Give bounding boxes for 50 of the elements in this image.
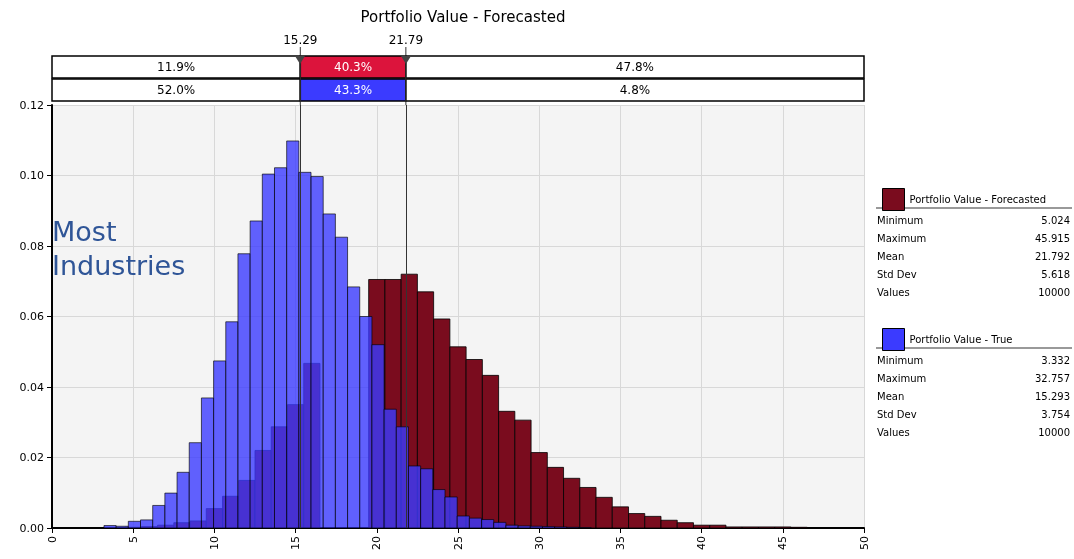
y-tick-label: 0.08 — [19, 239, 44, 253]
x-tick-label: 35 — [613, 536, 627, 550]
x-tick-label: 30 — [532, 536, 546, 550]
text: 15.293 — [1035, 390, 1070, 402]
x-tick-label: 20 — [370, 536, 384, 550]
text: Mean — [877, 250, 905, 262]
text: 5.618 — [1041, 268, 1070, 280]
y-tick-label: 0.12 — [19, 98, 44, 112]
legend-label: Portfolio Value - Forecasted — [909, 194, 1047, 205]
text: 43.3% — [334, 83, 373, 97]
text: 32.757 — [1035, 372, 1070, 384]
text: Minimum — [877, 214, 924, 226]
text: 10000 — [1038, 286, 1070, 298]
text: Minimum — [877, 354, 924, 366]
ref-line-label: 15.29 — [283, 33, 318, 47]
y-tick-label: 0.02 — [19, 451, 44, 464]
text: 11.9% — [157, 60, 196, 74]
text: Std Dev — [877, 268, 917, 280]
x-tick-label: 40 — [695, 536, 709, 550]
x-tick-label: 10 — [207, 536, 221, 550]
text: 40.3% — [334, 60, 373, 74]
text: Maximum — [877, 232, 927, 244]
x-tick-label: 15 — [289, 536, 303, 550]
legend-label: Portfolio Value - True — [909, 334, 1013, 345]
chart-title: Portfolio Value - Forecasted — [360, 7, 566, 26]
y-tick-label: 0.04 — [19, 380, 44, 394]
x-tick-label: 45 — [776, 536, 790, 550]
x-tick-label: 25 — [451, 536, 465, 550]
ref-line-label: 21.79 — [388, 33, 424, 47]
annotation: Most Industries — [52, 215, 186, 281]
text: Values — [877, 286, 910, 298]
text: 47.8% — [615, 60, 654, 74]
text: 3.754 — [1041, 408, 1070, 420]
x-tick-label: 50 — [857, 536, 871, 550]
y-tick-label: 0.06 — [19, 310, 44, 323]
text: 5.024 — [1041, 214, 1070, 226]
text: Maximum — [877, 372, 927, 384]
text: 3.332 — [1041, 354, 1070, 366]
text: 21.792 — [1035, 250, 1070, 262]
text: Mean — [877, 390, 905, 402]
text: 10000 — [1038, 426, 1070, 438]
y-tick-label: 0.10 — [19, 169, 44, 182]
text: 52.0% — [157, 83, 196, 97]
text: Std Dev — [877, 408, 917, 420]
text: 45.915 — [1035, 232, 1070, 244]
x-tick-label: 0 — [45, 536, 59, 543]
x-tick-label: 5 — [126, 536, 140, 543]
y-tick-label: 0.00 — [19, 521, 44, 535]
text: 4.8% — [619, 83, 651, 97]
text: Values — [877, 426, 910, 438]
